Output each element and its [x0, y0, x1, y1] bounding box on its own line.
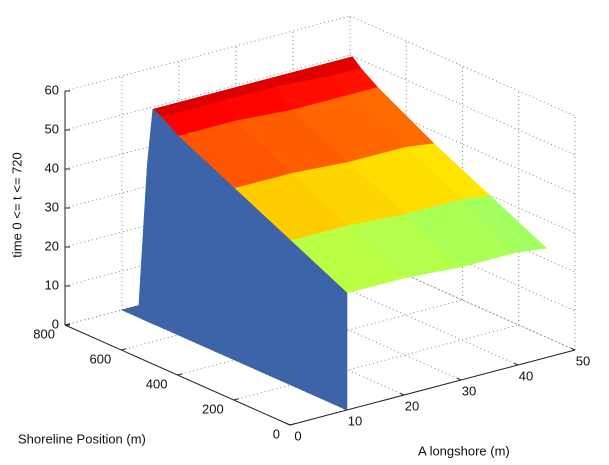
x-tick-label: 0 [294, 428, 301, 443]
z-tick-label: 10 [45, 277, 59, 292]
tick-mark [233, 398, 239, 401]
x-tick-label: 20 [405, 398, 419, 413]
tick-mark [570, 347, 576, 351]
z-tick-label: 60 [45, 82, 59, 97]
tick-mark [289, 423, 296, 426]
y-tick-label: 400 [146, 376, 168, 391]
z-axis-label: time 0 <= t <= 720 [9, 152, 24, 258]
y-axis-label: Shoreline Position (m) [18, 431, 146, 446]
tick-mark [399, 392, 405, 396]
y-tick-label: 800 [33, 326, 55, 341]
tick-mark [177, 373, 183, 376]
y-tick-label: 0 [273, 426, 280, 441]
surface-wall [121, 108, 348, 411]
y-tick-label: 600 [90, 351, 112, 366]
x-tick-label: 10 [348, 413, 362, 428]
x-tick-label: 40 [519, 368, 533, 383]
tick-mark [456, 377, 462, 381]
tick-mark [513, 362, 519, 366]
x-tick-label: 50 [576, 353, 590, 368]
z-tick-label: 0 [52, 316, 59, 331]
tick-mark [64, 323, 71, 326]
tick-mark [285, 422, 291, 426]
z-tick-label: 50 [45, 121, 59, 136]
x-tick-label: 30 [462, 383, 476, 398]
tick-mark [121, 348, 127, 351]
z-tick-label: 20 [45, 238, 59, 253]
z-tick-label: 40 [45, 160, 59, 175]
x-axis-label: A longshore (m) [418, 443, 510, 458]
x-axis [289, 349, 576, 426]
y-tick-label: 200 [202, 401, 224, 416]
z-tick-label: 30 [45, 199, 59, 214]
